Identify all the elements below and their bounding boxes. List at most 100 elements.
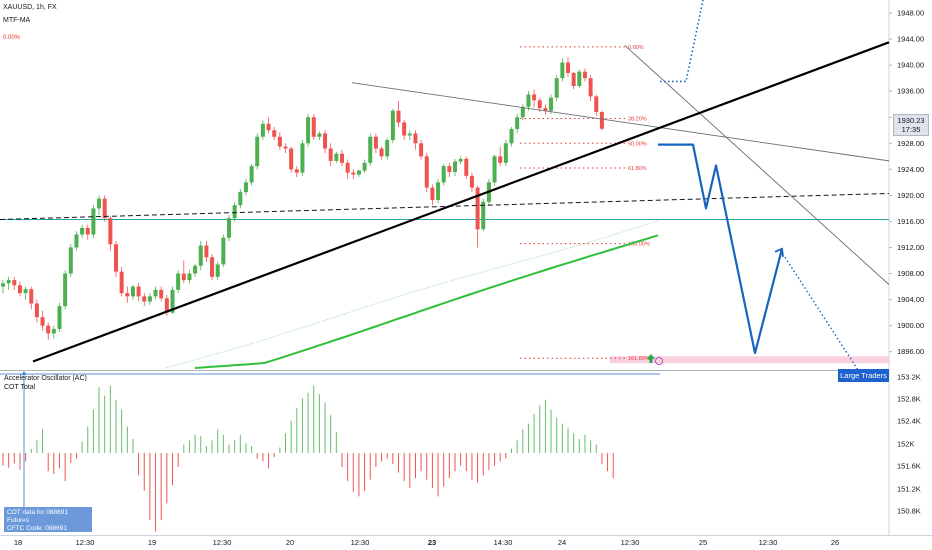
candle-body <box>63 273 68 307</box>
candle-body <box>193 265 198 274</box>
descending-resistance-line <box>351 82 890 162</box>
candle-body <box>345 162 350 173</box>
candle-body <box>210 257 215 277</box>
projection-path <box>658 143 784 355</box>
candle-body <box>424 156 429 188</box>
price-tick-label: 1936.00 <box>897 87 924 96</box>
candle-body <box>351 172 356 175</box>
ac-axis-label: 151.6K <box>897 462 921 471</box>
candle-body <box>340 153 344 163</box>
symbol-label: XAUUSD, 1h, FX <box>3 4 57 11</box>
candle-body <box>29 289 34 304</box>
candle-body <box>599 112 604 129</box>
candle-body <box>577 71 582 86</box>
time-tick-label: 24 <box>558 538 566 547</box>
candle-body <box>51 328 56 334</box>
candle-body <box>238 192 243 206</box>
candle-body <box>430 187 435 200</box>
time-tick-label: 19 <box>148 538 156 547</box>
candle-body <box>356 170 361 175</box>
candle-body <box>379 148 384 157</box>
candle-body <box>130 286 135 297</box>
price-tick-label: 1940.00 <box>897 61 924 70</box>
time-tick-label: 12:30 <box>213 538 232 547</box>
candle-body <box>204 245 209 258</box>
candle-body <box>566 62 570 73</box>
time-tick-label: 12:30 <box>759 538 778 547</box>
price-tick-label: 1912.00 <box>897 243 924 252</box>
price-tick-label: 1900.00 <box>897 321 924 330</box>
candle-body <box>385 140 390 157</box>
candle-body <box>311 117 316 137</box>
ma-thin-line <box>164 220 659 369</box>
price-tick-label: 1908.00 <box>897 269 924 278</box>
candle-body <box>554 78 559 98</box>
ac-axis-label: 152K <box>897 440 915 449</box>
candle-body <box>289 148 294 170</box>
time-tick-label: 20 <box>286 538 294 547</box>
candle-body <box>560 62 565 79</box>
candle-body <box>441 166 446 183</box>
cot-note: COT data for 088691 Futures CFTC Code: 0… <box>4 507 92 532</box>
candle-body <box>407 133 412 136</box>
candle-body <box>323 133 328 149</box>
cot-marker-icon <box>21 371 27 375</box>
candle-body <box>334 153 339 161</box>
candle-body <box>232 205 237 219</box>
candle-body <box>447 166 452 172</box>
candle-body <box>23 289 28 294</box>
ma-thick-line <box>194 234 659 369</box>
price-tick-label: 1916.00 <box>897 217 924 226</box>
candle-body <box>12 280 17 286</box>
candle-body <box>142 296 147 302</box>
time-tick-label: 26 <box>831 538 839 547</box>
candle-body <box>300 143 305 173</box>
price-tick-label: 1928.00 <box>897 139 924 148</box>
fib-level-label: 161.80% <box>628 356 650 362</box>
candle-body <box>402 122 407 136</box>
candle-body <box>153 289 158 297</box>
dashed-trend-line <box>0 192 890 220</box>
candle-body <box>159 289 164 299</box>
candle-body <box>503 143 508 163</box>
candle-body <box>498 156 503 163</box>
candle-body <box>255 136 260 167</box>
candle-body <box>102 198 107 219</box>
time-tick-label: 14:30 <box>494 538 513 547</box>
candle-body <box>34 303 39 318</box>
candle-body <box>582 71 587 79</box>
candle-body <box>97 198 102 209</box>
mtf-ma-value: 0.00% <box>3 35 21 41</box>
candle-body <box>419 143 424 157</box>
ac-axis-label: 151.2K <box>897 485 921 494</box>
candle-body <box>57 306 62 329</box>
cot-indicator-label: COT Total <box>4 384 36 391</box>
candle-body <box>481 201 486 230</box>
time-tick-label: 18 <box>14 538 22 547</box>
candle-body <box>221 237 226 265</box>
last-price-tag: 1930.23 17:35 <box>893 114 929 136</box>
candle-body <box>532 94 537 101</box>
last-price-value: 1930.23 <box>897 116 925 125</box>
candle-body <box>215 264 220 277</box>
candle-body <box>108 218 113 245</box>
candle-body <box>464 158 469 176</box>
candle-body <box>136 286 141 297</box>
ac-axis-label: 152.8K <box>897 395 921 404</box>
mtf-ma-label: MTF-MA <box>3 17 31 24</box>
last-price-countdown: 17:35 <box>901 125 921 134</box>
candle-body <box>114 244 118 272</box>
fib-level-label: 0.00% <box>628 45 644 51</box>
candle-body <box>453 161 457 172</box>
ac-indicator-label: Accelerator Oscillator (AC) <box>4 375 87 382</box>
candle-body <box>40 317 45 326</box>
candle-body <box>436 182 441 200</box>
candle-body <box>509 128 514 144</box>
candle-body <box>549 97 554 111</box>
candle-body <box>373 136 378 149</box>
candle-body <box>119 271 124 294</box>
candle-body <box>6 280 11 284</box>
candle-body <box>413 133 418 144</box>
candle-body <box>469 175 474 188</box>
price-tick-label: 1896.00 <box>897 347 924 356</box>
